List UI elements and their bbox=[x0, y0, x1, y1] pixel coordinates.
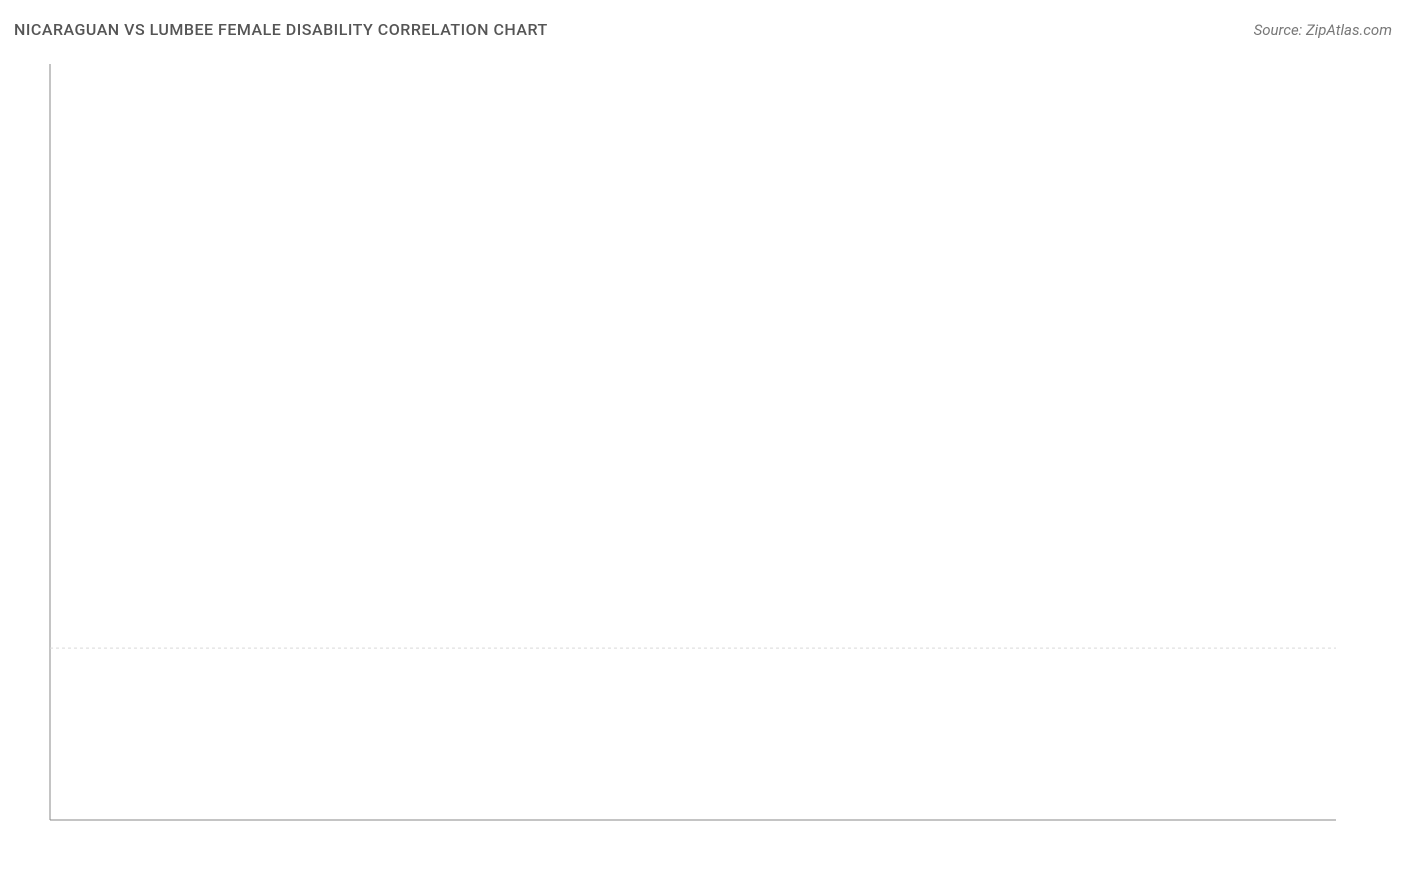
correlation-chart bbox=[0, 50, 1406, 892]
chart-title: NICARAGUAN VS LUMBEE FEMALE DISABILITY C… bbox=[14, 20, 548, 39]
chart-header: NICARAGUAN VS LUMBEE FEMALE DISABILITY C… bbox=[14, 20, 1392, 39]
chart-container bbox=[0, 50, 1406, 892]
chart-source: Source: ZipAtlas.com bbox=[1254, 21, 1392, 39]
